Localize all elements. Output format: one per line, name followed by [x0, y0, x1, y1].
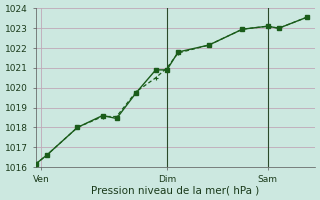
- X-axis label: Pression niveau de la mer( hPa ): Pression niveau de la mer( hPa ): [91, 185, 260, 195]
